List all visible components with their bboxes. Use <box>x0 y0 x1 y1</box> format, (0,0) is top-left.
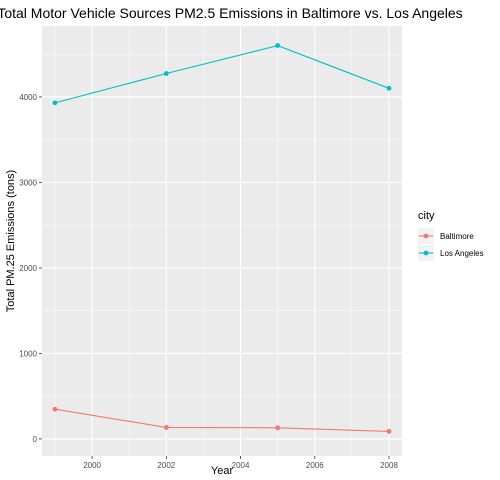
legend-label-baltimore: Baltimore <box>440 232 474 241</box>
legend-label-los-angeles: Los Angeles <box>440 249 484 258</box>
series-layer <box>52 43 392 434</box>
x-tick-label: 2002 <box>157 461 175 470</box>
legend: city Baltimore Los Angeles <box>418 210 484 261</box>
data-point-baltimore <box>275 425 281 431</box>
y-tick-label: 1000 <box>19 349 37 358</box>
series-baltimore <box>52 406 392 434</box>
legend-key-point <box>423 233 429 239</box>
grid-lines <box>42 26 402 456</box>
y-tick-label: 2000 <box>19 264 37 273</box>
y-tick-label: 0 <box>33 435 38 444</box>
series-los-angeles <box>52 43 392 106</box>
data-point-baltimore <box>52 406 58 412</box>
chart-title: Total Motor Vehicle Sources PM2.5 Emissi… <box>0 5 463 21</box>
data-point-los-angeles <box>386 85 392 91</box>
legend-title: city <box>418 210 435 222</box>
legend-item-baltimore: Baltimore <box>418 228 474 244</box>
legend-item-los-angeles: Los Angeles <box>418 245 484 261</box>
axis-ticks: 2000 2002 2004 2006 2008 0 1000 2000 3000 4000 <box>19 93 398 470</box>
x-axis-title: Year <box>211 465 234 477</box>
legend-key-point <box>423 250 429 256</box>
series-line-los-angeles <box>54 45 390 104</box>
plot-panel <box>42 26 402 456</box>
series-line-baltimore <box>54 408 390 432</box>
x-tick-label: 2008 <box>380 461 398 470</box>
data-point-los-angeles <box>163 71 169 76</box>
y-tick-label: 3000 <box>19 178 37 187</box>
legend-items: Baltimore Los Angeles <box>418 228 484 261</box>
data-point-los-angeles <box>275 43 281 48</box>
x-tick-label: 2004 <box>232 461 250 470</box>
data-point-baltimore <box>386 428 392 434</box>
data-point-los-angeles <box>52 100 58 106</box>
y-tick-label: 4000 <box>19 93 37 102</box>
data-point-baltimore <box>163 425 169 430</box>
x-tick-label: 2000 <box>83 461 101 470</box>
y-axis-title: Total PM.25 Emissions (tons) <box>5 170 17 312</box>
x-tick-label: 2006 <box>306 461 324 470</box>
